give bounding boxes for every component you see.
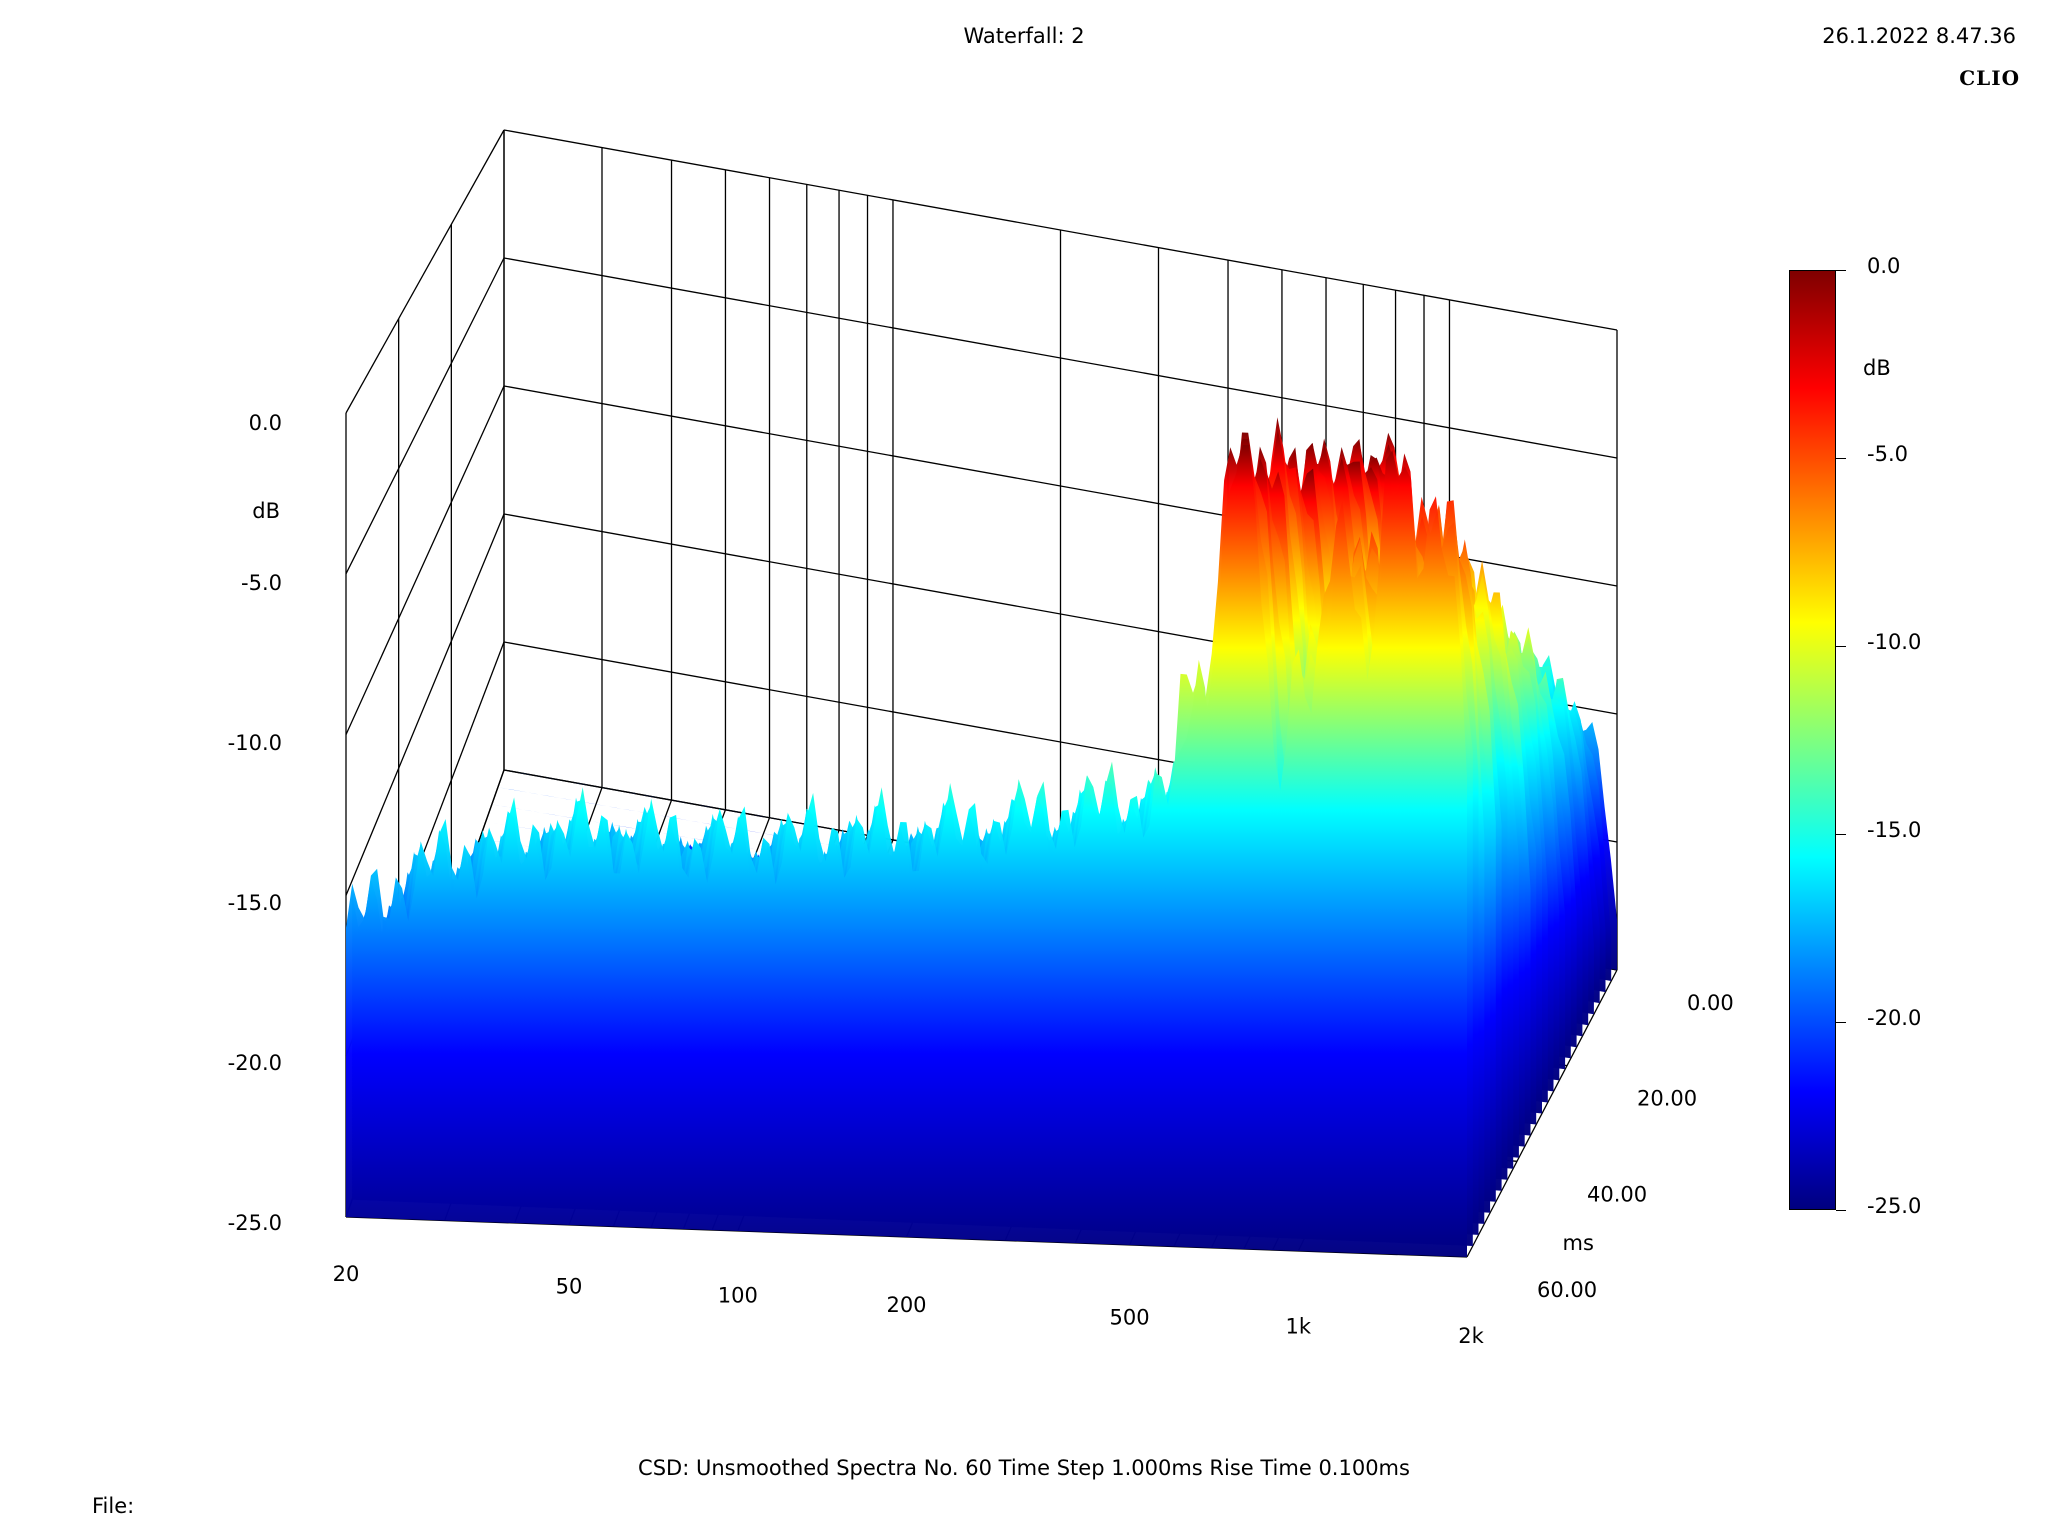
z-tick-label: -5.0 — [241, 571, 282, 595]
colorbar-tick — [1836, 1210, 1846, 1211]
z-tick-label: -25.0 — [228, 1211, 282, 1235]
colorbar-tick-label: -5.0 — [1867, 442, 1908, 466]
z-tick-label: -10.0 — [228, 731, 282, 755]
colorbar-tick-label: -20.0 — [1867, 1006, 1922, 1030]
spectrum-slice — [346, 445, 1467, 1257]
file-label: File: — [92, 1494, 135, 1518]
grid-line — [345, 129, 505, 414]
y-tick-label: 0.00 — [1687, 991, 1734, 1015]
y-tick-label: 60.00 — [1537, 1278, 1597, 1302]
timestamp: 26.1.2022 8.47.36 — [1822, 24, 2016, 48]
colorbar-tick — [1836, 1022, 1846, 1023]
y-tick-label: 40.00 — [1587, 1182, 1647, 1206]
x-tick-label: 20 — [333, 1262, 360, 1286]
chart-title: Waterfall: 2 — [963, 24, 1085, 48]
y-tick-label: 20.00 — [1637, 1087, 1697, 1111]
colorbar-tick — [1836, 458, 1846, 459]
colorbar-tick — [1836, 834, 1846, 835]
colorbar-tick — [1836, 270, 1846, 271]
colorbar — [1789, 270, 1836, 1210]
x-tick-label: 200 — [886, 1293, 926, 1317]
axis-labels: 0.0 -5.0 -10.0 -15.0 -20.0 -25.0 dB 20 50 100 200 5… — [228, 411, 1734, 1348]
waterfall-surface — [346, 417, 1617, 1257]
x-tick-label: 100 — [718, 1284, 758, 1308]
brand-logo: CLIO — [1959, 66, 2020, 90]
x-tick-label: 2k — [1458, 1324, 1484, 1348]
colorbar-tick-label: -25.0 — [1867, 1194, 1922, 1218]
colorbar-unit-label: dB — [1863, 356, 1891, 380]
colorbar-tick-label: -10.0 — [1867, 630, 1922, 654]
grid-line — [345, 513, 505, 896]
colorbar-tick-label: 0.0 — [1867, 254, 1901, 278]
z-tick-label: 0.0 — [249, 411, 282, 435]
y-axis-label: ms — [1563, 1231, 1594, 1255]
x-tick-label: 500 — [1109, 1305, 1149, 1329]
x-tick-label: 1k — [1286, 1315, 1312, 1339]
colorbar-tick — [1836, 646, 1846, 647]
z-tick-label: -20.0 — [228, 1051, 282, 1075]
z-axis-label: dB — [252, 499, 280, 523]
colorbar-tick-label: -15.0 — [1867, 818, 1922, 842]
footer-info: CSD: Unsmoothed Spectra No. 60 Time Step… — [638, 1456, 1410, 1480]
grid-line — [345, 385, 505, 735]
z-tick-label: -15.0 — [228, 891, 282, 915]
x-tick-label: 50 — [556, 1274, 583, 1298]
grid-line — [345, 257, 505, 575]
